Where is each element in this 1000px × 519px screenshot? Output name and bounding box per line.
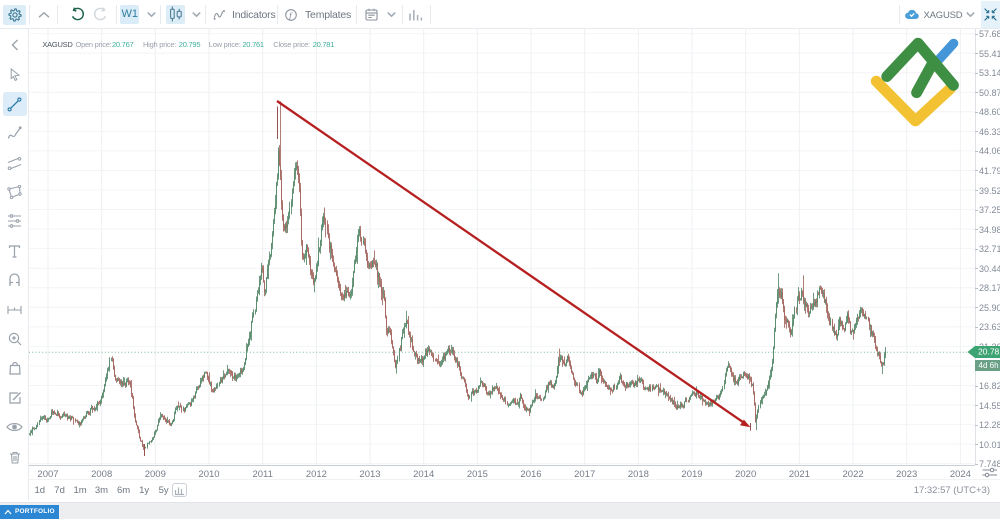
svg-text:20.781: 20.781 — [978, 347, 1000, 357]
svg-text:f: f — [289, 10, 293, 19]
